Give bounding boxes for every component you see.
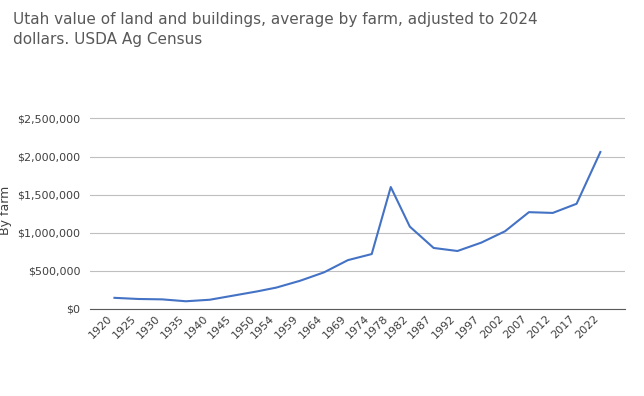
Y-axis label: By farm: By farm <box>0 185 12 234</box>
Text: Utah value of land and buildings, average by farm, adjusted to 2024
dollars. USD: Utah value of land and buildings, averag… <box>13 12 538 47</box>
